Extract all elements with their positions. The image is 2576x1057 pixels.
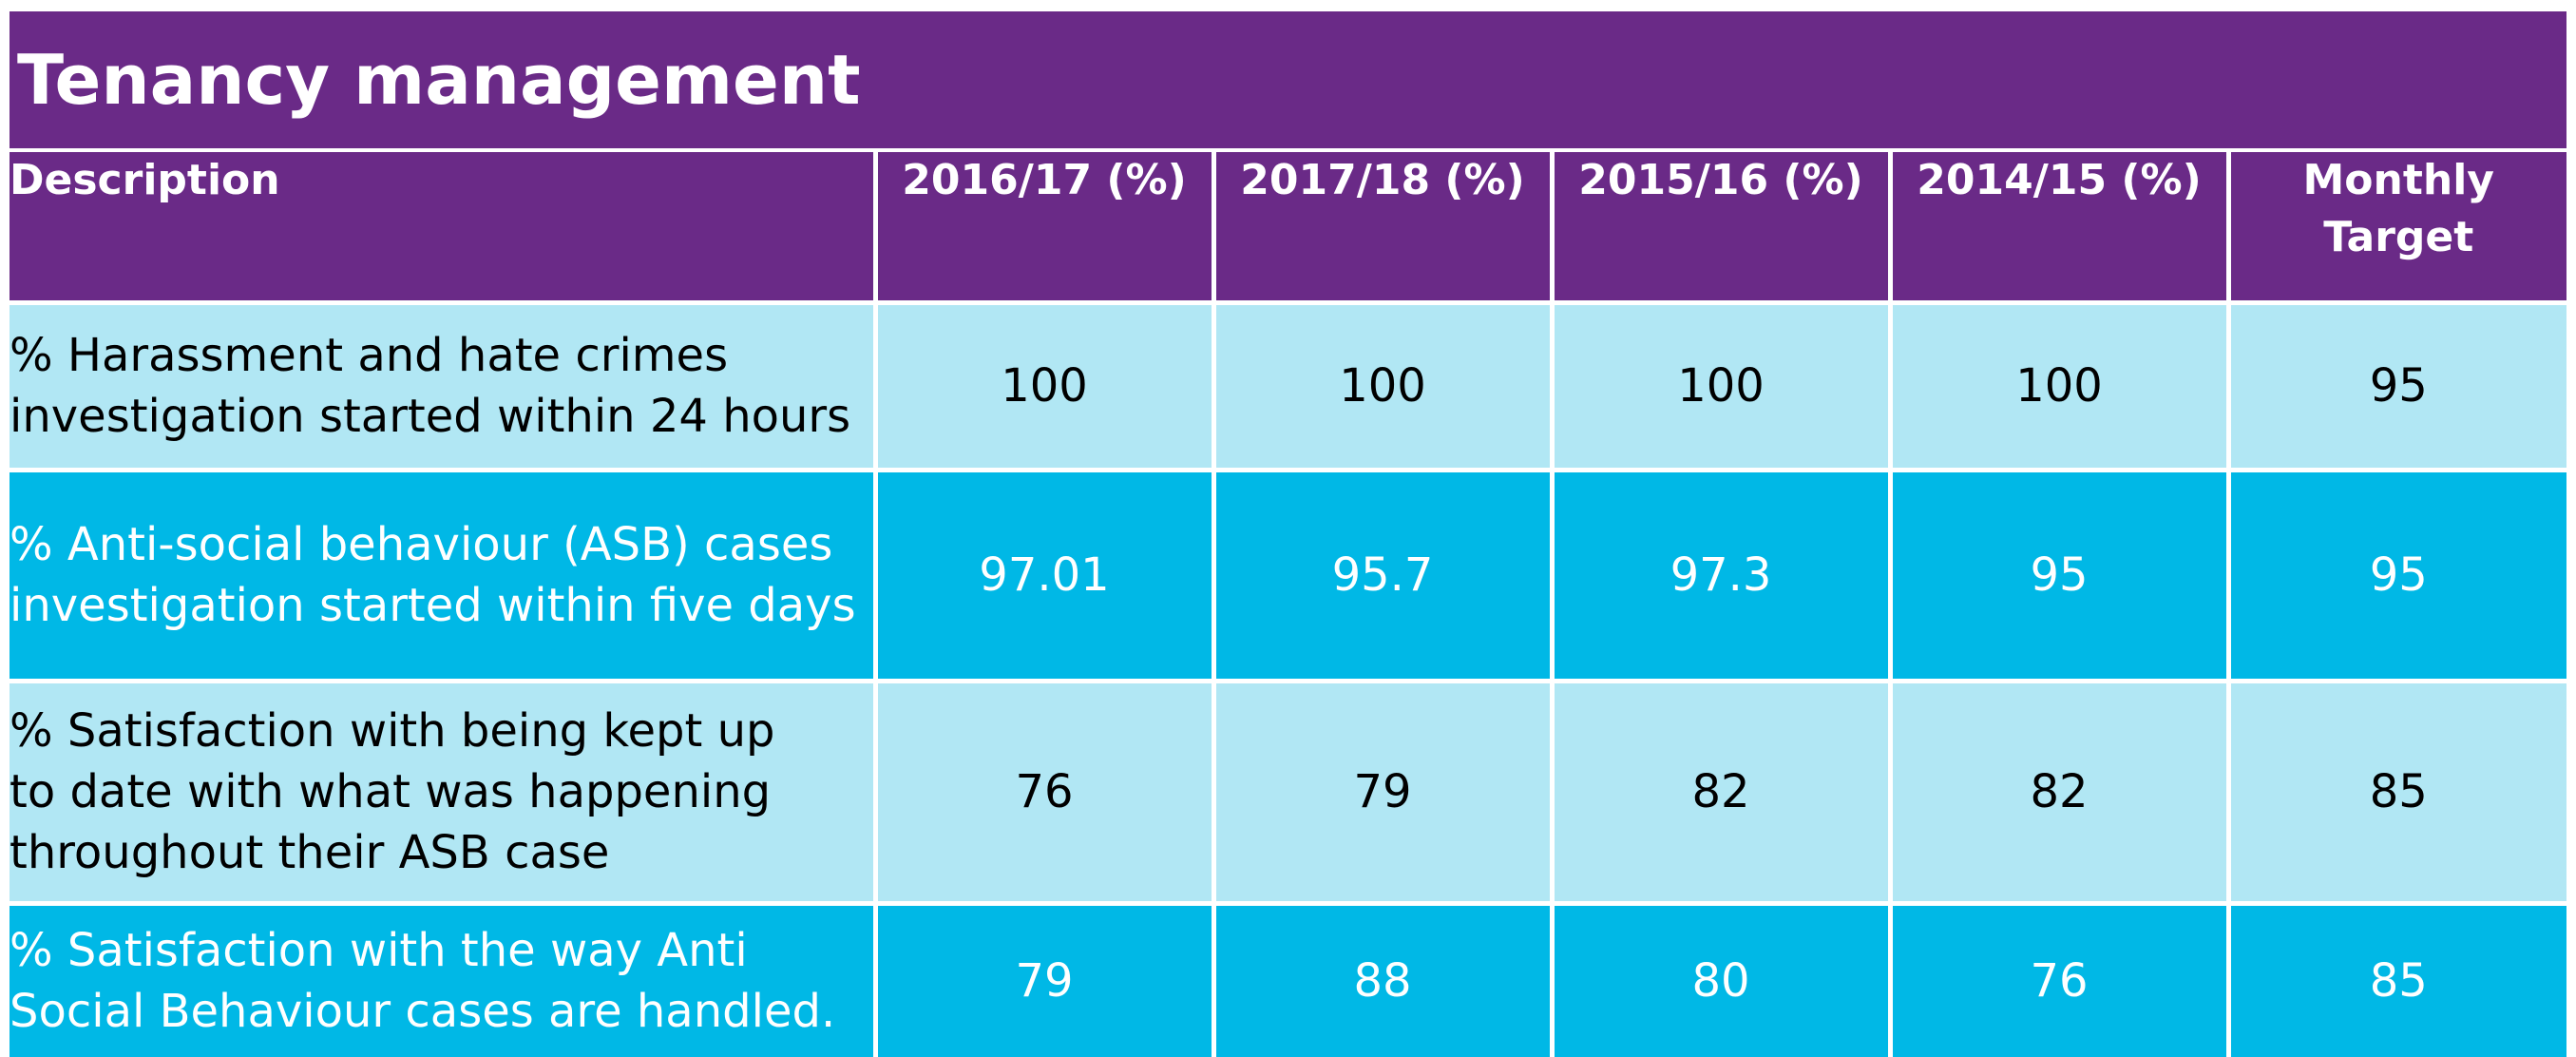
cell-2014-15: 82 <box>1887 678 2231 906</box>
cell-2016-17: 79 <box>872 900 1216 1057</box>
cell-2014-15: 100 <box>1887 299 2231 472</box>
column-header-2015-16: 2015/16 (%) <box>1549 152 1893 305</box>
performance-table: Description 2016/17 (%) 2017/18 (%) 2015… <box>10 152 2566 1057</box>
cell-2015-16: 97.3 <box>1549 467 1893 683</box>
cell-monthly-target: 85 <box>2225 900 2566 1057</box>
table-row: % Harassment and hate crimes investigati… <box>10 299 2566 472</box>
cell-2017-18: 88 <box>1211 900 1555 1057</box>
row-description: % Harassment and hate crimes investigati… <box>10 299 878 472</box>
cell-2014-15: 76 <box>1887 900 2231 1057</box>
table-title: Tenancy management <box>10 11 2566 148</box>
cell-2016-17: 97.01 <box>872 467 1216 683</box>
cell-2015-16: 80 <box>1549 900 1893 1057</box>
cell-monthly-target: 95 <box>2225 299 2566 472</box>
column-header-monthly-target: Monthly Target <box>2225 152 2566 305</box>
cell-2016-17: 76 <box>872 678 1216 906</box>
column-header-2016-17: 2016/17 (%) <box>872 152 1216 305</box>
cell-2014-15: 95 <box>1887 467 2231 683</box>
table-row: % Satisfaction with the way Anti Social … <box>10 900 2566 1057</box>
cell-monthly-target: 85 <box>2225 678 2566 906</box>
table-row: % Satisfaction with being kept up to dat… <box>10 678 2566 906</box>
cell-2017-18: 100 <box>1211 299 1555 472</box>
row-description: % Anti-social behaviour (ASB) cases inve… <box>10 467 878 683</box>
monthly-target-line1: Monthly <box>2302 156 2494 204</box>
row-description: % Satisfaction with being kept up to dat… <box>10 678 878 906</box>
column-header-description: Description <box>10 152 878 305</box>
header-row: Description 2016/17 (%) 2017/18 (%) 2015… <box>10 152 2566 305</box>
cell-monthly-target: 95 <box>2225 467 2566 683</box>
row-description: % Satisfaction with the way Anti Social … <box>10 900 878 1057</box>
cell-2016-17: 100 <box>872 299 1216 472</box>
column-header-2014-15: 2014/15 (%) <box>1887 152 2231 305</box>
cell-2017-18: 95.7 <box>1211 467 1555 683</box>
cell-2015-16: 82 <box>1549 678 1893 906</box>
table-row: % Anti-social behaviour (ASB) cases inve… <box>10 467 2566 683</box>
monthly-target-line2: Target <box>2323 213 2474 261</box>
column-header-2017-18: 2017/18 (%) <box>1211 152 1555 305</box>
cell-2015-16: 100 <box>1549 299 1893 472</box>
cell-2017-18: 79 <box>1211 678 1555 906</box>
tenancy-management-panel: Tenancy management Description 2016/17 (… <box>10 11 2566 1057</box>
